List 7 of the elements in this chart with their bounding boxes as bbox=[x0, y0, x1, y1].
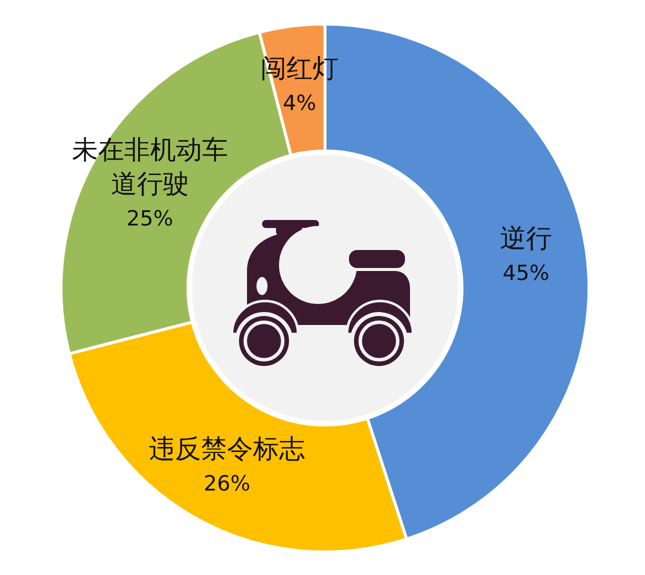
slice-label: 逆行 bbox=[500, 224, 552, 254]
data-label: 4% bbox=[282, 91, 316, 116]
slice-label: 违反禁令标志 bbox=[148, 434, 305, 464]
data-label: 26% bbox=[204, 471, 250, 496]
data-label: 25% bbox=[126, 206, 174, 230]
data-label: 45% bbox=[502, 261, 550, 286]
slice-label: 未在非机动车道行驶 bbox=[72, 135, 228, 200]
